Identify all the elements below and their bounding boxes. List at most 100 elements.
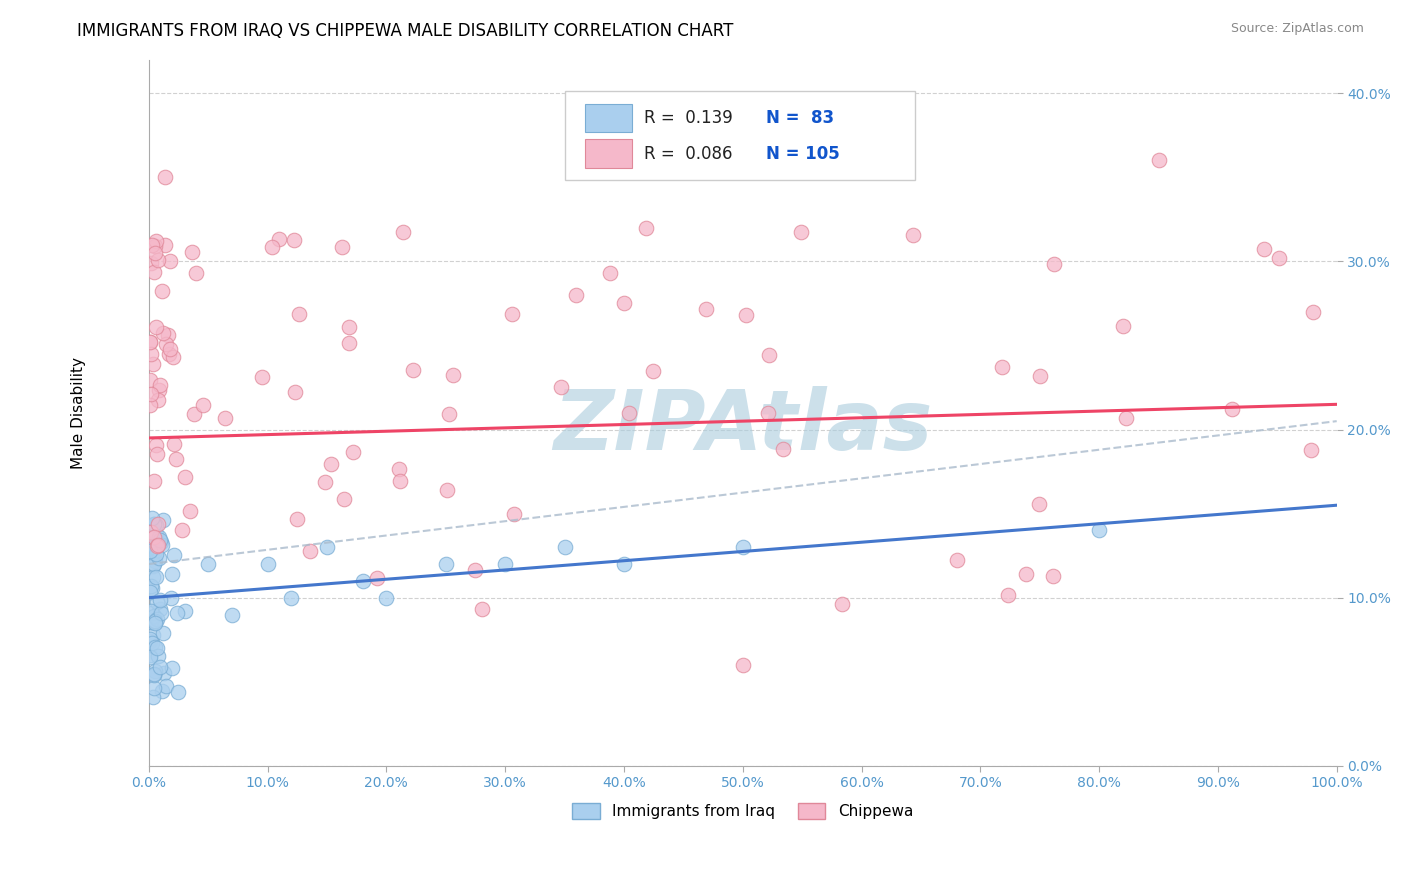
Point (139, 615, 162, 629)
Point (501, 307, 523, 321)
Point (148, 601, 170, 615)
Point (149, 606, 172, 620)
Point (332, 240, 354, 254)
Point (148, 383, 170, 397)
Point (146, 516, 169, 531)
Point (1042, 569, 1064, 583)
Point (269, 232, 291, 246)
Point (288, 307, 311, 321)
Point (221, 607, 243, 622)
Point (283, 233, 305, 247)
Point (143, 614, 166, 628)
Point (160, 661, 183, 675)
Point (145, 569, 167, 583)
Text: N = 105: N = 105 (766, 145, 841, 162)
Point (148, 648, 170, 663)
Point (193, 398, 215, 412)
Point (139, 604, 162, 618)
Point (695, 302, 717, 317)
Point (1220, 402, 1243, 417)
Point (143, 615, 166, 630)
Point (155, 679, 177, 693)
Point (149, 660, 172, 674)
Point (139, 399, 162, 413)
Point (143, 474, 166, 488)
Point (139, 634, 162, 648)
Point (142, 558, 165, 573)
Point (550, 380, 572, 394)
Point (599, 266, 621, 280)
Point (165, 451, 187, 466)
Point (162, 437, 184, 451)
Point (142, 357, 165, 371)
Point (337, 320, 360, 334)
Point (143, 516, 166, 531)
Point (143, 608, 166, 623)
Point (214, 410, 236, 425)
Text: N =  83: N = 83 (766, 109, 835, 128)
Point (1115, 411, 1137, 425)
Point (352, 574, 374, 588)
Point (636, 221, 658, 235)
Point (153, 238, 176, 252)
Point (337, 335, 360, 350)
Point (143, 640, 166, 655)
Point (284, 385, 307, 400)
Point (366, 571, 388, 585)
Point (389, 475, 412, 489)
Text: IMMIGRANTS FROM IRAQ VS CHIPPEWA MALE DISABILITY CORRELATION CHART: IMMIGRANTS FROM IRAQ VS CHIPPEWA MALE DI… (77, 22, 734, 40)
Point (139, 648, 162, 662)
Point (143, 544, 166, 558)
Point (145, 547, 167, 561)
Point (142, 517, 165, 532)
Point (613, 296, 636, 310)
Point (613, 557, 636, 571)
Point (1042, 257, 1064, 271)
Point (946, 553, 969, 567)
Point (731, 657, 754, 672)
Point (139, 585, 162, 599)
Point (174, 604, 197, 618)
Point (831, 598, 853, 612)
Point (167, 685, 190, 699)
Point (141, 581, 163, 595)
Point (1028, 497, 1050, 511)
Point (1268, 251, 1291, 265)
Point (299, 544, 322, 558)
Point (1088, 524, 1111, 538)
Point (991, 360, 1014, 375)
Point (314, 475, 336, 489)
Point (148, 550, 170, 565)
Point (142, 530, 165, 544)
Point (155, 170, 177, 185)
Point (143, 265, 166, 279)
Point (139, 387, 162, 401)
Point (772, 442, 794, 456)
Point (160, 591, 183, 606)
Point (756, 406, 779, 420)
Point (256, 557, 278, 571)
Point (139, 256, 162, 270)
Point (285, 512, 308, 526)
Point (149, 534, 172, 549)
Point (146, 640, 169, 655)
Point (142, 570, 165, 584)
Point (166, 607, 188, 621)
Point (619, 406, 641, 420)
Point (789, 225, 811, 239)
Point (434, 557, 457, 571)
Text: R =  0.086: R = 0.086 (644, 145, 733, 162)
Point (731, 541, 754, 555)
Point (143, 239, 166, 253)
Point (148, 392, 170, 407)
Point (758, 348, 780, 362)
Point (145, 235, 167, 249)
Point (903, 227, 925, 242)
Point (142, 540, 165, 554)
Point (316, 541, 339, 555)
Point (149, 378, 172, 392)
Point (149, 593, 172, 607)
Text: R =  0.139: R = 0.139 (644, 109, 733, 128)
Point (1299, 443, 1322, 458)
Text: ZIPAtlas: ZIPAtlas (553, 386, 932, 467)
